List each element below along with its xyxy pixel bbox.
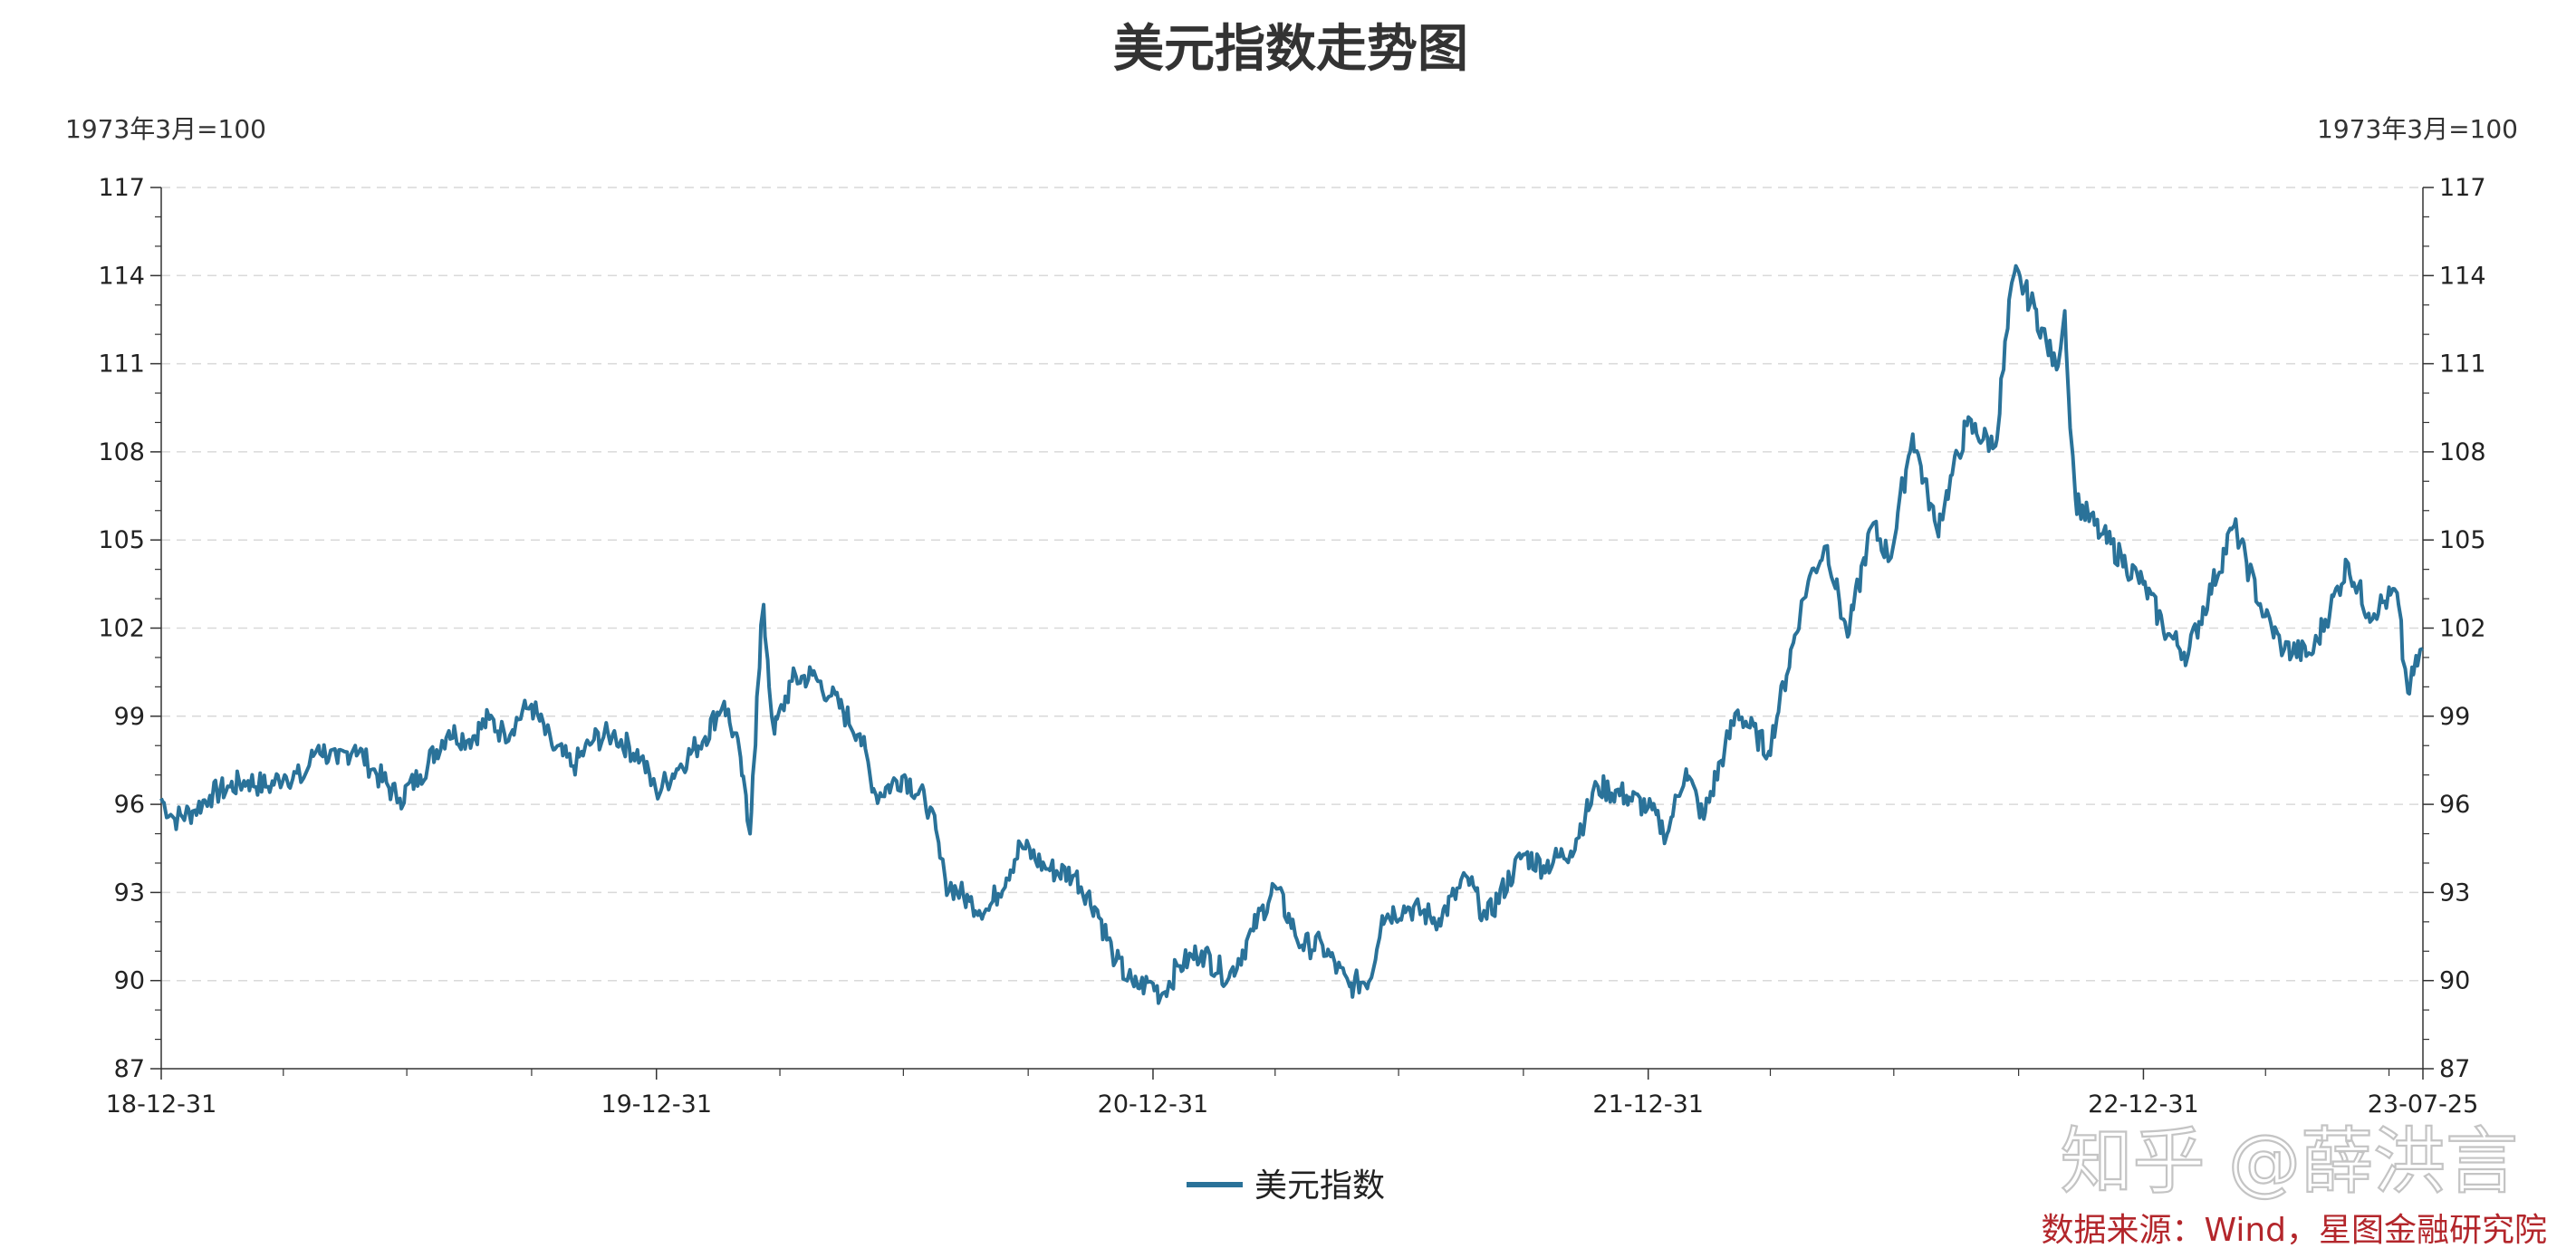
y-tick-label-right: 93 [2439,879,2470,907]
x-tick-label: 21-12-31 [1592,1090,1704,1119]
legend-label: 美元指数 [1254,1167,1385,1205]
x-tick-label: 19-12-31 [601,1090,712,1119]
y-tick-label-left: 114 [98,262,145,290]
series-layer [159,264,2424,1005]
y-tick-label-right: 90 [2439,967,2470,995]
y-tick-label-left: 105 [98,526,145,554]
y-tick-label-right: 99 [2439,703,2470,731]
y-tick-label-left: 108 [98,438,145,466]
y-tick-label-right: 96 [2439,791,2470,819]
y-tick-label-right: 105 [2439,526,2486,554]
y-tick-label-left: 93 [114,879,145,907]
right-axis-unit: 1973年3月=100 [2317,114,2518,144]
x-tick-label: 18-12-31 [106,1090,217,1119]
series-line [159,264,2424,1005]
y-tick-label-left: 117 [98,174,145,202]
left-axis-unit: 1973年3月=100 [65,114,266,144]
y-tick-label-right: 108 [2439,438,2486,466]
x-tick-label: 22-12-31 [2088,1090,2199,1119]
y-tick-label-left: 90 [114,967,145,995]
y-tick-label-left: 111 [98,351,145,379]
y-tick-label-left: 99 [114,703,145,731]
y-tick-label-left: 96 [114,791,145,819]
y-tick-label-left: 87 [114,1055,145,1083]
gridlines [161,187,2423,982]
y-tick-label-right: 87 [2439,1055,2470,1083]
legend: 美元指数 [1187,1167,1385,1205]
data-source: 数据来源：Wind，星图金融研究院 [2042,1212,2547,1249]
y-tick-label-right: 114 [2439,262,2486,290]
y-tick-label-right: 117 [2439,174,2486,202]
y-tick-label-right: 102 [2439,615,2486,643]
y-tick-label-left: 102 [98,615,145,643]
x-tick-label: 20-12-31 [1098,1090,1209,1119]
chart-title: 美元指数走势图 [1113,20,1468,79]
x-tick-label: 23-07-25 [2368,1090,2479,1119]
axes: 87 87 90 90 93 93 96 96 99 99 102 102 105 105 108 108 11… [98,174,2485,1119]
y-tick-label-right: 111 [2439,351,2486,379]
watermark: 知乎 @薛洪言 [2061,1119,2518,1204]
